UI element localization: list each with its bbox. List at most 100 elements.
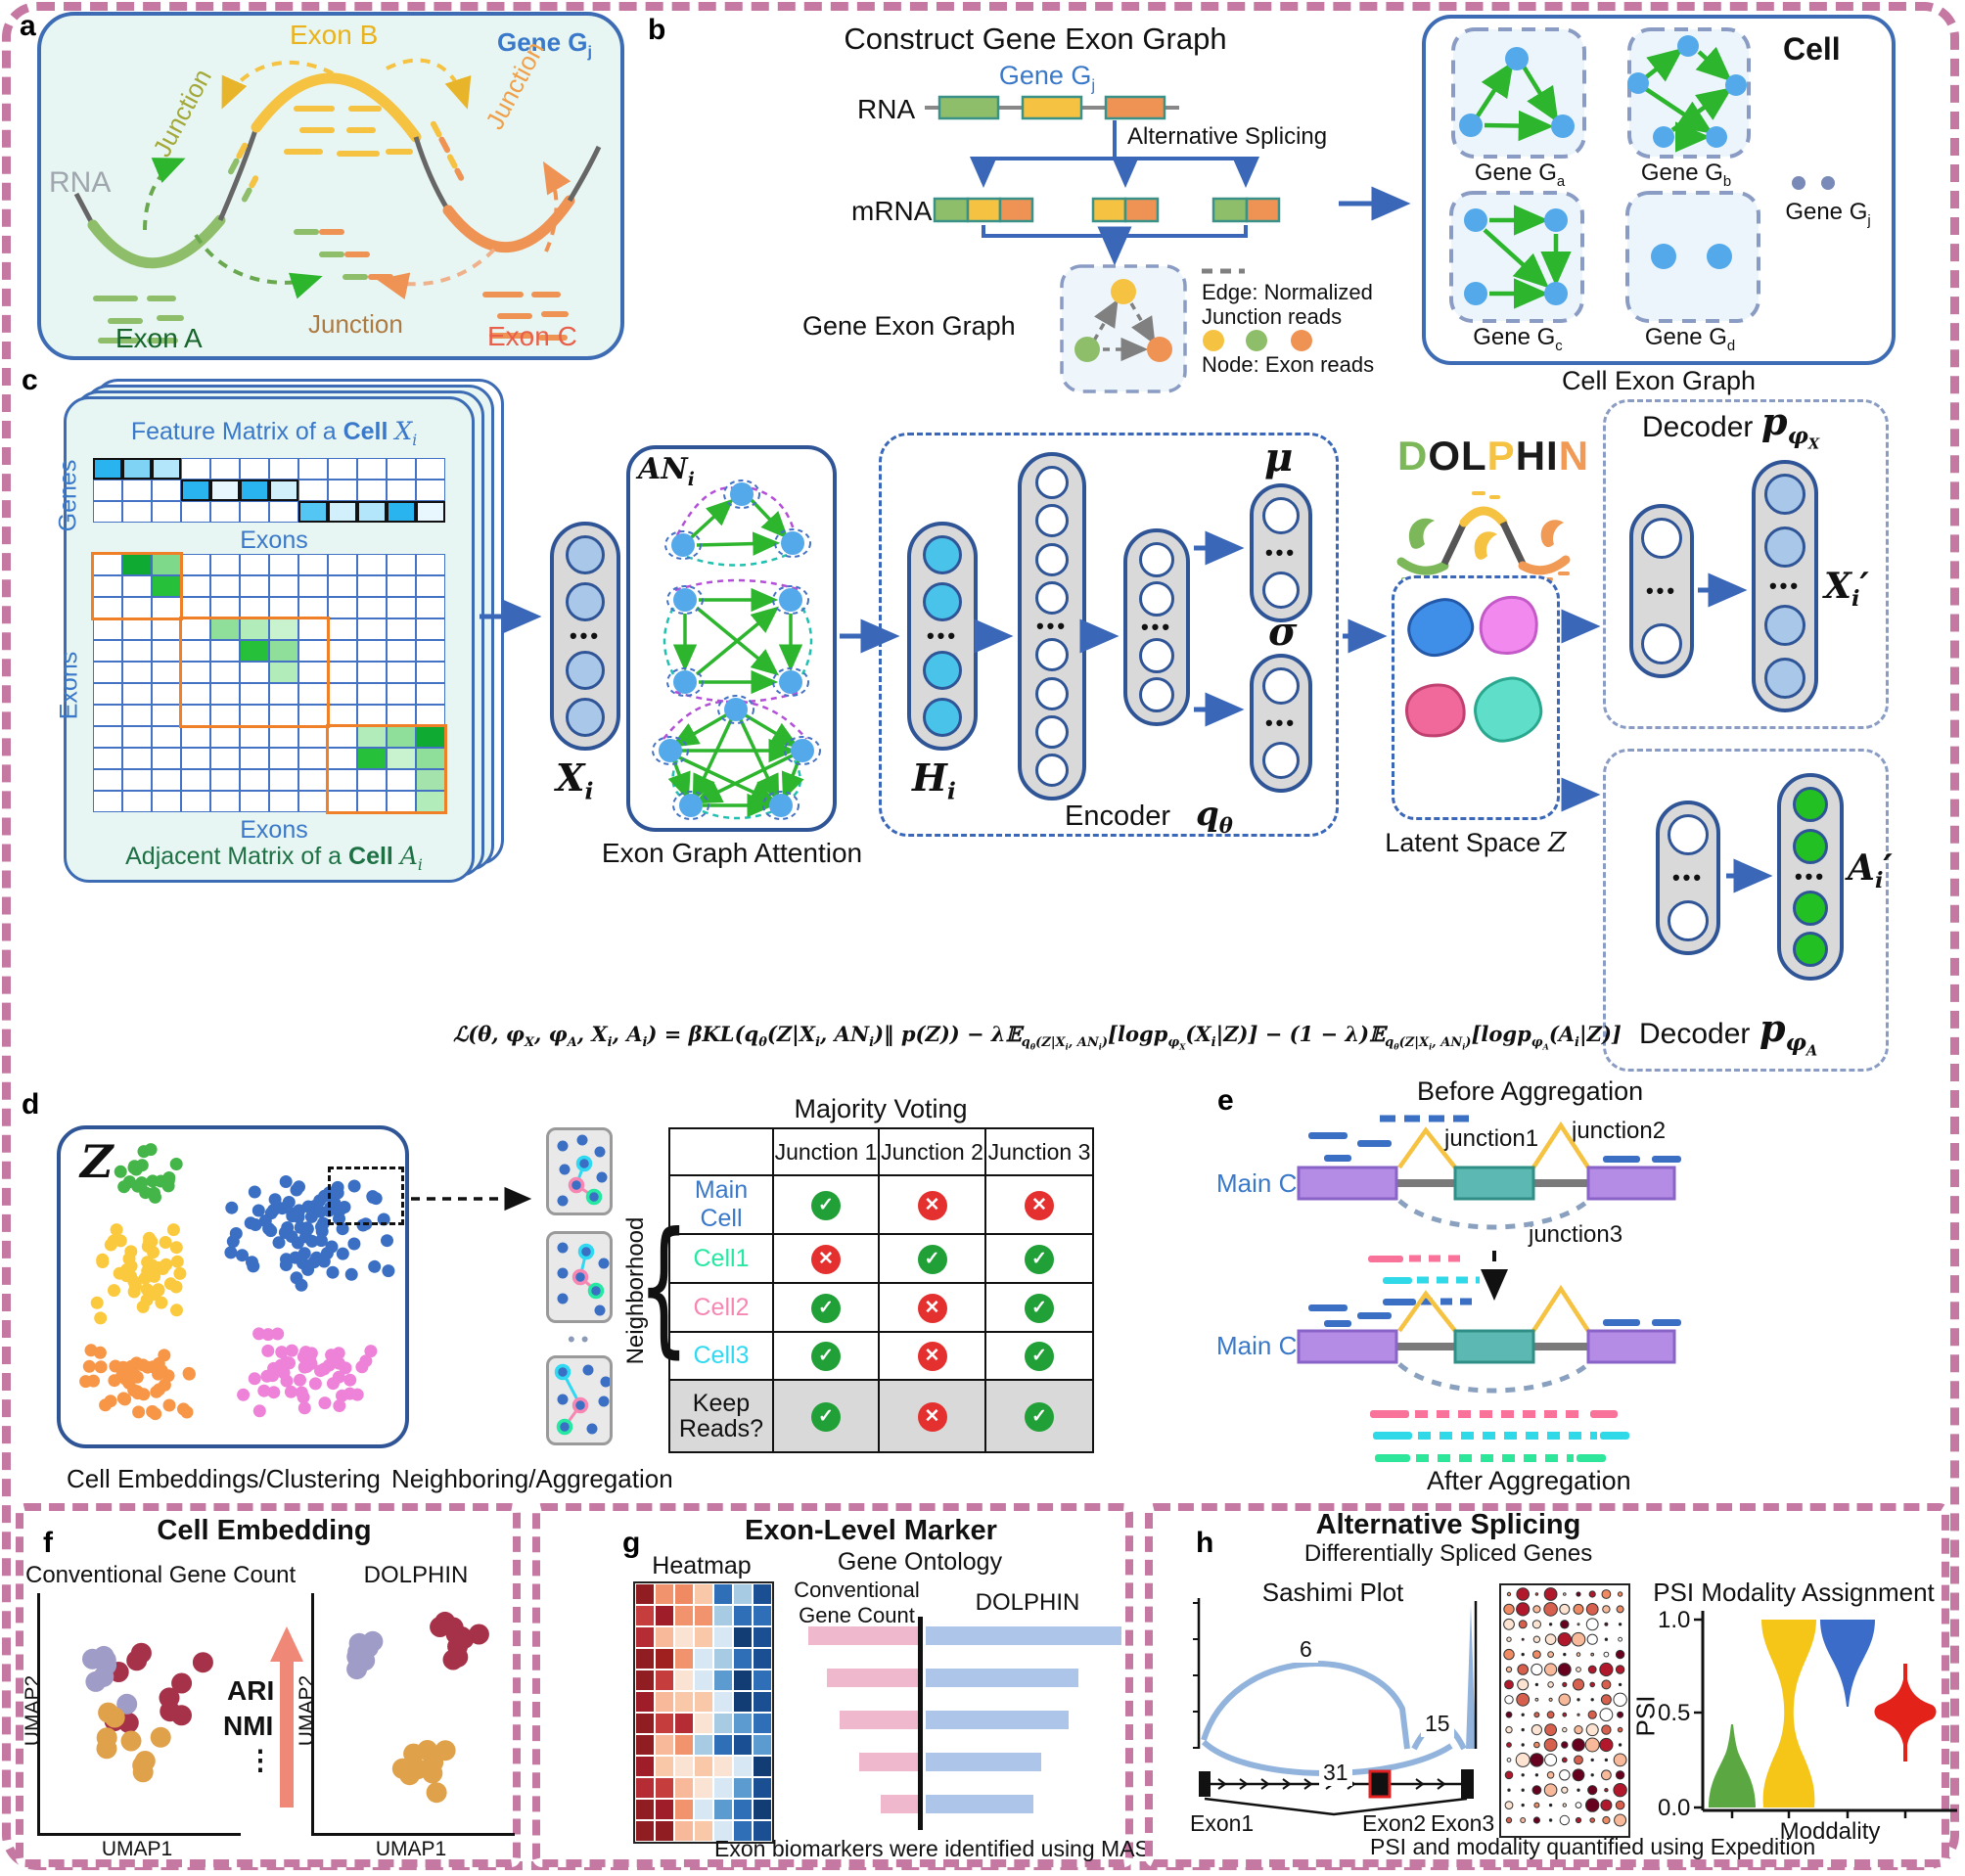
psi-tick-05: 0.5 xyxy=(1658,1700,1691,1726)
feature-cell xyxy=(152,501,181,523)
adjacency-cell xyxy=(387,748,416,769)
voting-cell: ✕ xyxy=(878,1282,986,1333)
modality-bubble xyxy=(1617,1726,1623,1733)
voting-cell: ✓ xyxy=(984,1233,1094,1284)
dolphin-letter: H xyxy=(1515,433,1547,479)
go-axis-line xyxy=(918,1617,923,1830)
panel-g-label: g xyxy=(622,1527,641,1559)
scatter-dot xyxy=(127,1275,141,1289)
scatter-dot xyxy=(314,1364,327,1378)
scatter-dot xyxy=(135,1159,149,1172)
modality-bubble xyxy=(1587,1710,1597,1719)
sashimi-coverage-spike xyxy=(1466,1605,1476,1749)
dolphin-letter: D xyxy=(1397,433,1429,479)
dolphin-yellow xyxy=(1474,531,1497,560)
enc-node xyxy=(1035,754,1069,787)
voting-row-label: Cell3 xyxy=(668,1331,774,1381)
cross-icon: ✕ xyxy=(1025,1190,1054,1220)
gene-block-outline xyxy=(91,552,183,620)
adjacency-cell xyxy=(328,662,357,683)
modality-bubble xyxy=(1548,1697,1553,1702)
heatmap-cell xyxy=(733,1777,753,1799)
modality-bubble xyxy=(1577,1698,1580,1702)
heatmap-cell xyxy=(694,1734,713,1756)
modality-bubble xyxy=(1531,1663,1543,1676)
modality-bubble xyxy=(1548,1818,1553,1822)
scatter-dot xyxy=(333,1399,346,1412)
go-bar-conventional xyxy=(840,1711,918,1729)
scatter-dot xyxy=(140,1283,154,1297)
sashimi-title: Sashimi Plot xyxy=(1261,1578,1404,1607)
adjacency-cell xyxy=(240,554,269,575)
neighbor-cell-dot xyxy=(598,1258,610,1269)
modality-dotplot-box xyxy=(1499,1583,1630,1838)
legend-node-orange xyxy=(1291,330,1312,351)
scatter-dot xyxy=(173,1266,187,1280)
junction-bottom-label: Junction xyxy=(308,309,403,339)
neighbor-cell-dot xyxy=(571,1268,589,1286)
hi-node xyxy=(923,582,962,621)
scatter-dot xyxy=(169,1241,183,1255)
voting-cell: ✕ xyxy=(772,1233,880,1284)
heatmap-cell xyxy=(674,1583,694,1605)
exon2-label: Exon2 xyxy=(1362,1810,1427,1836)
heatmap-cell xyxy=(694,1777,713,1799)
gene-block-outline xyxy=(179,617,330,728)
feature-cell xyxy=(210,501,240,523)
feature-cell xyxy=(416,480,445,501)
scatter-dot xyxy=(237,1388,251,1401)
modality-bubble xyxy=(1547,1681,1554,1688)
feature-cell xyxy=(416,458,445,480)
feature-cell xyxy=(269,480,298,501)
panel-e-label: e xyxy=(1217,1084,1234,1117)
heatmap-cell xyxy=(635,1691,655,1713)
adjacency-cell xyxy=(152,683,181,705)
scatter-dot xyxy=(104,1707,125,1728)
panel-a-drawing xyxy=(73,58,602,343)
heatmap-cell xyxy=(674,1605,694,1626)
xi-node xyxy=(566,698,605,737)
heatmap-cell xyxy=(733,1756,753,1777)
enc-node xyxy=(1035,638,1069,672)
heatmap-cell xyxy=(713,1691,733,1713)
heatmap-cell xyxy=(753,1734,772,1756)
scatter-dot xyxy=(146,1174,160,1188)
adjacency-cell xyxy=(328,597,357,618)
adjacency-cell xyxy=(328,618,357,640)
heatmap-cell xyxy=(655,1734,674,1756)
dolphin-letter: L xyxy=(1461,433,1487,479)
check-icon: ✓ xyxy=(1025,1293,1054,1323)
junction3-label: junction3 xyxy=(1529,1221,1623,1248)
scatter-dot xyxy=(130,1642,152,1664)
go-bars xyxy=(802,1621,1125,1828)
modality-bubble xyxy=(1521,1743,1525,1747)
scatter-dot xyxy=(336,1247,349,1260)
voting-table: Junction 1 Junction 2 Junction 3 Main Cell ✓… xyxy=(668,1127,1094,1453)
scatter-dot xyxy=(226,1235,240,1249)
heatmap-cell xyxy=(694,1713,713,1734)
modality-bubble xyxy=(1601,1724,1612,1735)
modality-bubble xyxy=(1505,1816,1513,1824)
adjacency-cell xyxy=(181,554,210,575)
adjacency-cell xyxy=(357,769,387,791)
adjacency-cell xyxy=(387,769,416,791)
heatmap-cell xyxy=(733,1713,753,1734)
adjacency-cell xyxy=(357,618,387,640)
junction-arrow-top-left xyxy=(221,60,334,110)
adjacency-cell xyxy=(181,769,210,791)
feature-cell xyxy=(210,480,240,501)
psi-tick-0: 0.0 xyxy=(1658,1795,1691,1821)
exon-c-arc xyxy=(442,195,575,252)
neighbor-cell-dot xyxy=(568,1176,585,1194)
scatter-dot xyxy=(264,1224,278,1238)
adjacency-cell xyxy=(210,640,240,662)
modality-bubble xyxy=(1515,1752,1531,1767)
modality-bubble xyxy=(1576,1667,1581,1672)
loss-formula: ℒ(θ, φX, φA, Xi, Ai) = βKL(qθ(Z|Xi, ANi)… xyxy=(453,1022,1622,1052)
scatter-dot xyxy=(85,1670,107,1692)
heatmap-cell xyxy=(713,1756,733,1777)
adjacency-cell xyxy=(240,683,269,705)
adjacency-cell xyxy=(387,683,416,705)
feature-cell xyxy=(328,458,357,480)
qtheta-label: qθ xyxy=(1196,795,1233,838)
